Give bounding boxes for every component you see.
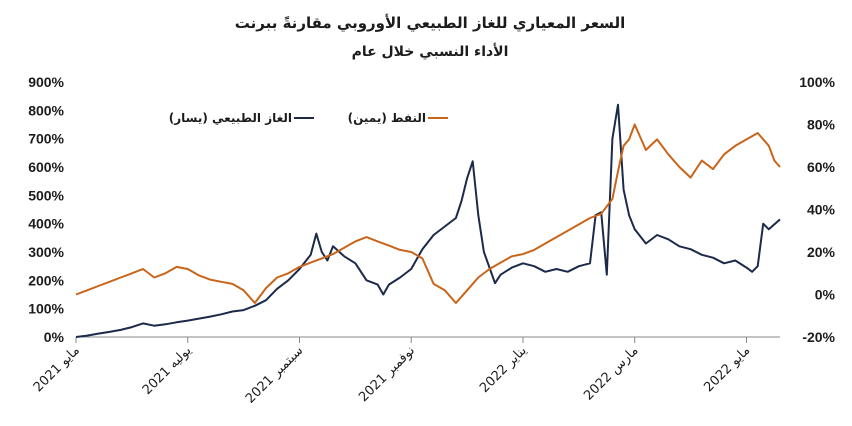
- chart-subtitle: الأداء النسبي خلال عام: [352, 43, 509, 60]
- y-left-tick-label: 400%: [28, 216, 64, 232]
- y-right-tick-label: 20%: [807, 244, 836, 260]
- legend: النفط (يمين) الغاز الطبيعي (يسار): [169, 111, 448, 125]
- y-right-tick-label: -20%: [802, 329, 835, 345]
- y-left-tick-label: 100%: [28, 301, 64, 317]
- y-left-tick-label: 200%: [28, 272, 64, 288]
- y-axis-left: 0% 100% 200% 300% 400% 500% 600% 700% 800% 900%: [28, 74, 64, 345]
- x-tick-label: نوفمبر 2021: [356, 343, 418, 405]
- x-tick-label: مارس 2022: [581, 343, 641, 403]
- x-tick-label: سبتمبر 2021: [243, 343, 306, 406]
- legend-label-oil: النفط (يمين): [348, 111, 426, 125]
- y-left-tick-label: 900%: [28, 74, 64, 90]
- y-right-tick-label: 80%: [807, 117, 836, 133]
- y-left-tick-label: 0%: [44, 329, 65, 345]
- x-tick-label: مايو 2022: [701, 343, 753, 395]
- legend-label-gas: الغاز الطبيعي (يسار): [169, 111, 292, 125]
- y-right-tick-label: 100%: [799, 74, 835, 90]
- y-left-tick-label: 500%: [28, 187, 64, 203]
- y-right-tick-label: 0%: [815, 287, 836, 303]
- y-axis-right: -20% 0% 20% 40% 60% 80% 100%: [799, 74, 835, 345]
- x-axis: مايو 2021 يوليه 2021 سبتمبر 2021 نوفمبر 202…: [31, 337, 753, 407]
- x-tick-label: مايو 2021: [31, 343, 83, 395]
- chart-title: السعر المعياري للغاز الطبيعي الأوروبي مق…: [235, 14, 625, 33]
- y-left-tick-label: 700%: [28, 131, 64, 147]
- x-tick-label: يناير 2022: [477, 343, 530, 396]
- y-left-tick-label: 300%: [28, 244, 64, 260]
- x-tick-label: يوليه 2021: [140, 343, 195, 398]
- series-line-gas: [75, 103, 781, 338]
- y-left-tick-label: 600%: [28, 159, 64, 175]
- series-line-oil: [75, 123, 781, 304]
- y-right-tick-label: 60%: [807, 159, 836, 175]
- series-layer: [75, 103, 781, 338]
- y-left-tick-label: 800%: [28, 102, 64, 118]
- y-right-tick-label: 40%: [807, 202, 836, 218]
